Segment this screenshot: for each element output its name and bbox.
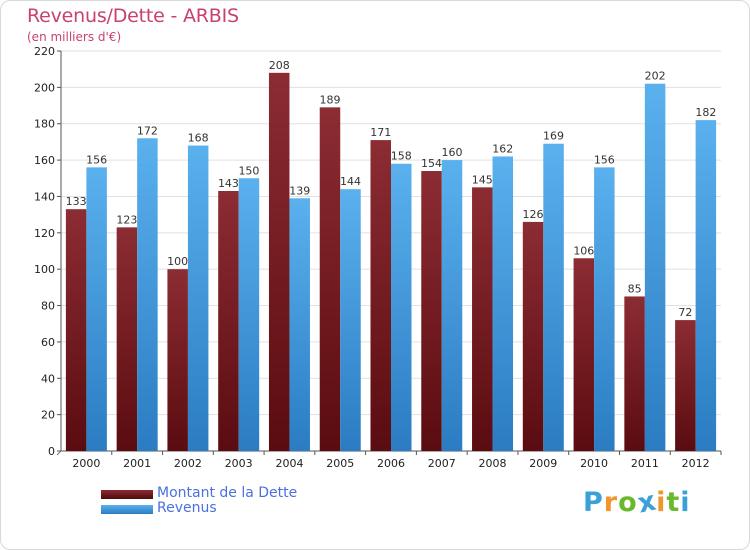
y-tick-label: 40 — [41, 372, 55, 385]
y-tick-label: 180 — [34, 118, 55, 131]
bar-revenus — [594, 167, 615, 451]
data-label-dette: 143 — [218, 177, 239, 190]
data-label-dette: 100 — [167, 255, 188, 268]
y-tick-label: 200 — [34, 81, 55, 94]
bar-dette — [421, 171, 442, 451]
data-label-revenus: 160 — [442, 146, 463, 159]
data-label-revenus: 182 — [695, 106, 716, 119]
bar-revenus — [543, 143, 564, 451]
bar-dette — [370, 140, 391, 451]
bar-revenus — [289, 198, 310, 451]
data-label-revenus: 162 — [492, 142, 513, 155]
data-label-dette: 72 — [678, 306, 692, 319]
x-tick-label: 2003 — [225, 457, 253, 470]
bar-dette — [624, 296, 645, 451]
legend-swatch-dette — [101, 490, 153, 499]
proxiti-logo: Proxiti — [583, 485, 691, 519]
bar-dette — [65, 209, 87, 451]
legend-label-revenus: Revenus — [157, 500, 217, 516]
data-label-revenus: 156 — [594, 153, 615, 166]
y-tick-label: 80 — [41, 300, 55, 313]
y-tick-label: 20 — [41, 409, 55, 422]
bar-dette — [268, 72, 290, 452]
x-tick-label: 2009 — [529, 457, 557, 470]
data-label-revenus: 144 — [340, 175, 361, 188]
data-label-revenus: 158 — [391, 150, 412, 163]
legend-swatch-revenus — [101, 505, 153, 514]
data-label-dette: 145 — [472, 173, 493, 186]
y-tick-label: 0 — [48, 445, 55, 458]
data-label-revenus: 172 — [137, 124, 158, 137]
bar-dette — [116, 227, 138, 451]
bar-chart: 0 20 40 60 80 100 120 140 160 180 200 220 2000 133 156… — [34, 45, 722, 470]
bar-revenus — [187, 145, 209, 451]
data-label-dette: 208 — [269, 59, 290, 72]
logo-letter: r — [603, 487, 619, 518]
logo-letter: o — [618, 487, 638, 518]
bar-revenus — [391, 163, 412, 451]
x-tick-label: 2010 — [580, 457, 608, 470]
data-label-dette: 154 — [421, 157, 442, 170]
bar-revenus — [340, 189, 361, 451]
data-label-revenus: 168 — [188, 132, 209, 145]
y-tick-label: 140 — [34, 190, 55, 203]
logo-letter: i — [680, 487, 691, 518]
data-label-dette: 126 — [523, 208, 544, 221]
x-tick-label: 2008 — [479, 457, 507, 470]
y-tick-label: 220 — [34, 45, 55, 58]
bar-dette — [472, 187, 493, 451]
logo-letter: P — [583, 487, 604, 518]
x-tick-label: 2001 — [123, 457, 151, 470]
y-tick-label: 60 — [41, 336, 55, 349]
chart-title: Revenus/Dette - ARBIS — [27, 5, 239, 27]
data-label-dette: 171 — [370, 126, 391, 139]
data-label-revenus: 169 — [543, 130, 564, 143]
x-tick-label: 2004 — [275, 457, 303, 470]
x-tick-label: 2002 — [174, 457, 202, 470]
x-tick-label: 2005 — [326, 457, 354, 470]
bar-revenus — [238, 178, 260, 452]
chart-subtitle: (en milliers d'€) — [27, 30, 122, 44]
x-tick-label: 2006 — [377, 457, 405, 470]
data-label-dette: 85 — [628, 282, 642, 295]
bar-revenus — [86, 167, 107, 451]
bar-revenus — [492, 156, 514, 452]
data-label-dette: 133 — [66, 195, 87, 208]
data-label-dette: 189 — [319, 93, 340, 106]
y-tick-label: 160 — [34, 154, 55, 167]
x-tick-label: 2011 — [631, 457, 659, 470]
y-tick-label: 100 — [34, 263, 55, 276]
logo-letter: i — [656, 487, 667, 518]
data-label-revenus: 150 — [238, 164, 259, 177]
bar-revenus — [695, 120, 717, 451]
bar-dette — [319, 107, 341, 451]
logo-letter: t — [666, 487, 681, 518]
bar-revenus — [137, 138, 158, 452]
y-tick-label: 120 — [34, 227, 55, 240]
bar-revenus — [644, 83, 666, 452]
data-label-dette: 123 — [116, 213, 137, 226]
axis-depth — [56, 450, 62, 456]
bar-dette — [218, 191, 239, 451]
bar-dette — [573, 258, 595, 451]
data-label-dette: 106 — [573, 244, 594, 257]
legend-label-dette: Montant de la Dette — [157, 485, 298, 501]
bar-dette — [167, 269, 188, 451]
data-label-revenus: 202 — [645, 70, 666, 83]
bar-revenus — [441, 160, 463, 451]
bar-dette — [675, 320, 696, 451]
x-tick-label: 2012 — [682, 457, 710, 470]
data-label-revenus: 156 — [86, 153, 107, 166]
data-label-revenus: 139 — [289, 184, 310, 197]
x-tick-label: 2007 — [428, 457, 456, 470]
bar-dette — [522, 221, 544, 451]
x-tick-label: 2000 — [72, 457, 100, 470]
